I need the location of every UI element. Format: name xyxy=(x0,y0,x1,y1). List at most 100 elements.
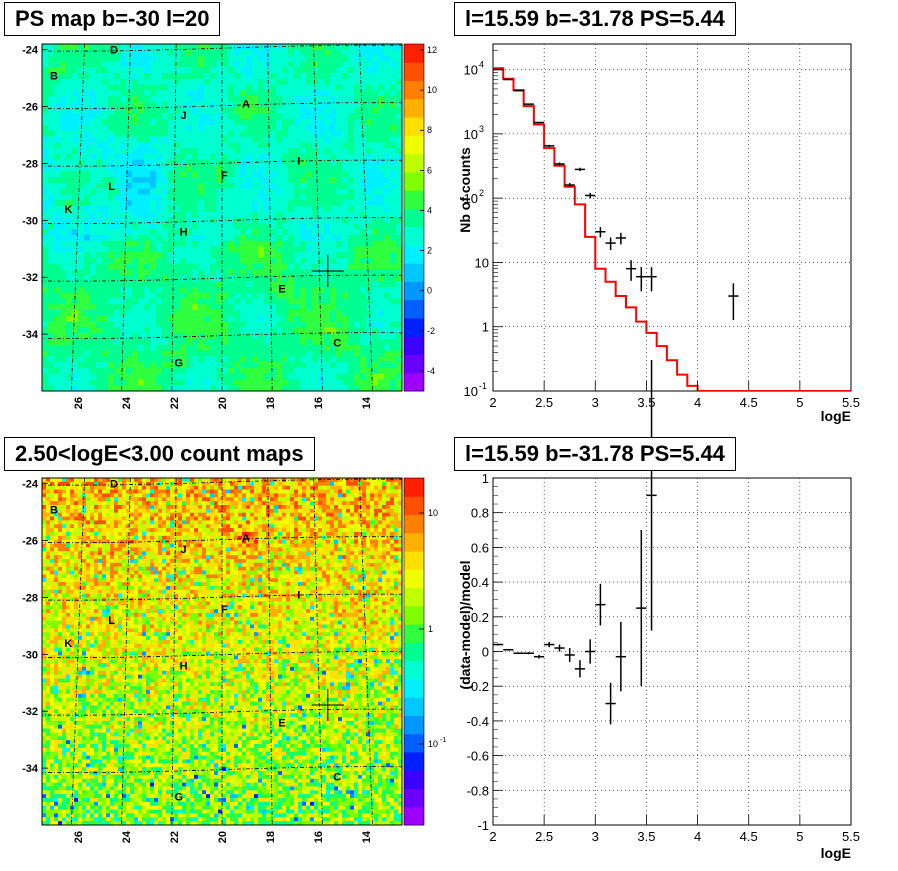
heatmap-cell xyxy=(270,234,277,242)
heatmap-cell xyxy=(390,90,397,97)
heatmap-cell xyxy=(246,516,251,522)
heatmap-cell xyxy=(154,493,159,498)
heatmap-cell xyxy=(282,177,289,184)
heatmap-cell xyxy=(318,159,325,167)
heatmap-cell xyxy=(74,493,79,498)
heatmap-cell xyxy=(192,315,199,323)
heatmap-cell xyxy=(144,96,151,103)
heatmap-cell xyxy=(84,165,91,172)
heatmap-cell xyxy=(90,481,95,487)
heatmap-cell xyxy=(258,96,265,103)
heatmap-cell xyxy=(360,55,367,62)
heatmap-cell xyxy=(48,44,55,51)
heatmap-cell xyxy=(114,304,121,311)
heatmap-cell xyxy=(114,257,121,265)
heatmap-cell xyxy=(84,362,91,369)
heatmap-cell xyxy=(214,512,219,518)
heatmap-cell xyxy=(348,217,355,224)
heatmap-cell xyxy=(192,344,199,352)
heatmap-cell xyxy=(390,171,397,178)
heatmap-cell xyxy=(270,188,277,195)
heatmap-cell xyxy=(306,217,313,224)
heatmap-cell xyxy=(342,148,349,155)
heatmap-cell xyxy=(96,350,103,357)
heatmap-cell xyxy=(318,298,325,305)
heatmap-cell xyxy=(330,188,337,195)
heatmap-cell xyxy=(334,504,339,510)
heatmap-cell xyxy=(286,485,291,491)
heatmap-cell xyxy=(106,497,111,502)
heatmap-cell xyxy=(144,107,151,114)
heatmap-cell xyxy=(282,292,289,300)
heatmap-cell xyxy=(180,142,187,149)
heatmap-cell xyxy=(240,136,247,143)
heatmap-cell xyxy=(348,344,355,352)
heatmap-cell xyxy=(322,489,327,495)
heatmap-cell xyxy=(288,338,295,346)
heatmap-cell xyxy=(198,67,205,74)
heatmap-cell xyxy=(108,188,115,195)
heatmap-cell xyxy=(348,101,355,109)
heatmap-cell xyxy=(258,485,263,491)
heatmap-cell xyxy=(394,478,399,483)
heatmap-cell xyxy=(246,344,253,352)
heatmap-cell xyxy=(98,524,103,529)
heatmap-cell xyxy=(350,489,355,495)
heatmap-cell xyxy=(378,188,385,195)
heatmap-cell xyxy=(132,321,139,328)
heatmap-cell xyxy=(282,107,289,114)
heatmap-cell xyxy=(144,55,151,62)
heatmap-cell xyxy=(318,321,325,328)
heatmap-cell xyxy=(48,223,55,230)
heatmap-cell xyxy=(198,217,205,224)
map-xtick-label: 24 xyxy=(121,396,133,409)
heatmap-cell xyxy=(386,516,391,522)
heatmap-cell xyxy=(42,350,49,357)
heatmap-cell xyxy=(98,478,103,483)
heatmap-cell xyxy=(312,177,319,184)
heatmap-cell xyxy=(324,49,331,57)
heatmap-cell xyxy=(74,516,79,522)
heatmap-cell xyxy=(108,72,115,80)
heatmap-cell xyxy=(98,520,103,525)
heatmap-cell xyxy=(270,159,277,167)
heatmap-cell xyxy=(118,485,123,491)
heatmap-cell xyxy=(144,269,151,276)
heatmap-cell xyxy=(42,373,49,381)
heatmap-cell xyxy=(384,385,391,391)
heatmap-cell xyxy=(300,119,307,126)
heatmap-cell xyxy=(90,338,97,346)
heatmap-cell xyxy=(126,211,133,219)
heatmap-cell xyxy=(324,78,331,86)
heatmap-cell xyxy=(216,200,223,207)
map-xtick-label: 18 xyxy=(265,397,277,409)
heatmap-cell xyxy=(54,481,59,487)
heatmap-cell xyxy=(192,321,199,328)
heatmap-cell xyxy=(158,485,163,491)
heatmap-cell xyxy=(90,188,97,195)
heatmap-cell xyxy=(126,333,133,340)
heatmap-cell xyxy=(84,373,91,381)
heatmap-cell xyxy=(312,379,319,386)
heatmap-cell xyxy=(276,84,283,91)
heatmap-cell xyxy=(228,286,235,294)
heatmap-cell xyxy=(42,84,49,91)
heatmap-cell xyxy=(324,113,331,120)
heatmap-cell xyxy=(174,321,181,328)
heatmap-cell xyxy=(250,485,255,491)
heatmap-cell xyxy=(78,508,83,514)
heatmap-cell xyxy=(288,107,295,114)
heatmap-cell xyxy=(264,124,271,132)
heatmap-cell xyxy=(162,493,167,498)
heatmap-cell xyxy=(288,90,295,97)
heatmap-cell xyxy=(42,310,49,317)
heatmap-cell xyxy=(252,96,259,103)
heatmap-cell xyxy=(322,524,327,529)
heatmap-cell xyxy=(186,275,193,282)
heatmap-cell xyxy=(282,516,287,522)
heatmap-cell xyxy=(294,177,301,184)
heatmap-cell xyxy=(132,315,139,323)
heatmap-cell xyxy=(72,107,79,114)
heatmap-cell xyxy=(96,136,103,143)
heatmap-cell xyxy=(78,61,85,68)
